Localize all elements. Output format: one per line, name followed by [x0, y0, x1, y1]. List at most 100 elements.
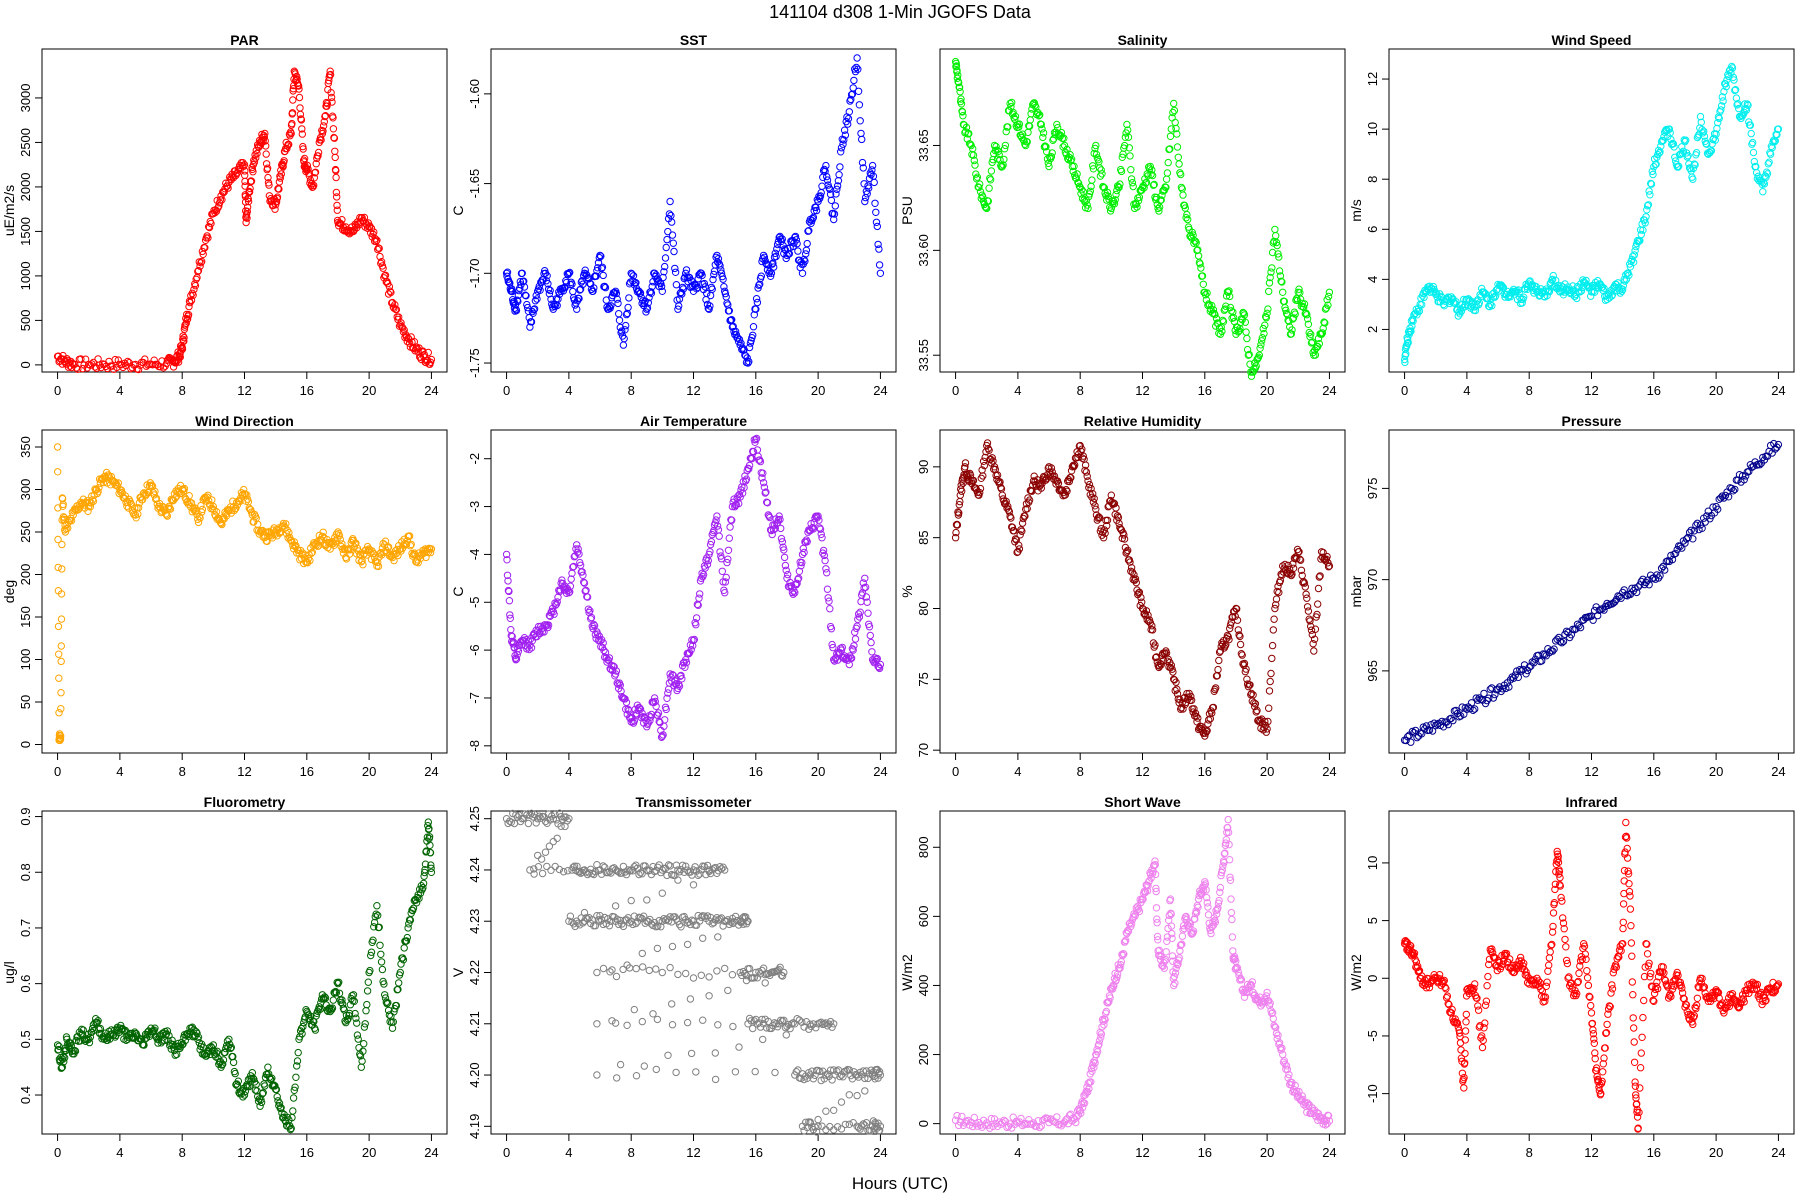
data-point-fill	[1773, 443, 1781, 451]
data-point-fill	[1489, 694, 1498, 702]
data-point-fill	[1039, 129, 1048, 137]
data-point-fill	[1678, 544, 1686, 552]
data-point-fill	[614, 299, 622, 308]
data-point-fill	[1277, 277, 1285, 285]
data-point-fill	[871, 199, 879, 208]
data-point-fill	[329, 114, 337, 122]
data-point-fill	[506, 611, 514, 619]
data-point-fill	[1295, 285, 1303, 293]
data-point-fill	[976, 488, 984, 497]
data-point-fill	[330, 134, 339, 142]
data-point-fill	[1083, 472, 1091, 480]
data-point-fill	[1242, 328, 1250, 336]
data-point-fill	[1718, 93, 1727, 101]
data-point-fill	[786, 578, 794, 587]
data-point-fill	[770, 526, 778, 534]
data-point-fill	[530, 305, 539, 313]
data-point-fill	[631, 705, 639, 714]
data-point-fill	[854, 610, 863, 618]
data-point-fill	[708, 285, 716, 293]
data-point-fill	[1219, 316, 1227, 325]
data-point-fill	[1301, 583, 1310, 591]
x-tick-label: 12	[237, 764, 251, 779]
data-point-fill	[856, 608, 864, 616]
data-point	[502, 550, 511, 559]
x-tick-label: 16	[1647, 764, 1661, 779]
data-point-fill	[1469, 706, 1477, 714]
data-point-fill	[833, 182, 842, 190]
data-point-fill	[1262, 728, 1271, 736]
data-point	[990, 141, 999, 150]
data-point-fill	[1018, 527, 1026, 535]
data-point-fill	[1307, 339, 1316, 347]
data-point-fill	[713, 522, 722, 530]
data-point-fill	[1742, 106, 1751, 114]
data-point-fill	[681, 663, 689, 671]
data-point-fill	[748, 454, 756, 463]
data-point-fill	[745, 357, 753, 366]
data-point	[1650, 163, 1658, 171]
data-point-fill	[1275, 588, 1283, 597]
data-point-fill	[363, 987, 372, 995]
data-point-fill	[1225, 635, 1233, 644]
data-point-fill	[636, 705, 645, 713]
data-point-fill	[1266, 677, 1274, 686]
x-tick-label: 8	[1526, 764, 1533, 779]
data-point-fill	[1656, 148, 1664, 156]
data-point-fill	[595, 253, 603, 262]
data-point-fill	[1576, 623, 1585, 632]
data-point-fill	[1077, 190, 1085, 198]
x-tick-label: 8	[1526, 383, 1533, 398]
y-tick-label: 100	[18, 649, 33, 671]
data-point-fill	[1723, 76, 1731, 84]
data-point-fill	[377, 950, 385, 958]
x-tick-label: 0	[54, 1145, 61, 1160]
data-point-fill	[1727, 69, 1735, 77]
data-point-fill	[56, 735, 65, 743]
data-point-fill	[196, 262, 204, 270]
data-point-fill	[545, 842, 554, 850]
data-point-fill	[620, 334, 628, 343]
data-point-fill	[1452, 298, 1460, 306]
data-point-fill	[405, 532, 414, 540]
data-point-fill	[666, 963, 674, 972]
data-point-fill	[1303, 594, 1311, 602]
data-point-fill	[1114, 513, 1123, 522]
data-point-fill	[1730, 76, 1738, 84]
data-point-fill	[1700, 127, 1708, 136]
data-point-fill	[963, 135, 971, 143]
data-point-fill	[1252, 708, 1260, 716]
data-point-fill	[1237, 650, 1246, 658]
data-point-fill	[976, 484, 985, 493]
data-point-fill	[650, 269, 658, 277]
data-point-fill	[850, 76, 858, 85]
data-point-fill	[1166, 132, 1175, 141]
data-point-fill	[1070, 162, 1078, 170]
data-point-fill	[672, 281, 681, 289]
data-point-fill	[1261, 717, 1269, 726]
data-point-fill	[329, 996, 337, 1004]
x-tick-label: 4	[565, 1145, 572, 1160]
y-tick-label: 50	[18, 695, 33, 709]
data-point-fill	[852, 63, 860, 72]
data-point-fill	[375, 244, 383, 253]
data-point-fill	[86, 503, 95, 511]
data-point-fill	[583, 273, 592, 282]
data-point-fill	[656, 279, 664, 287]
data-point	[1271, 225, 1279, 234]
data-point-fill	[85, 1038, 94, 1047]
y-tick-label: 3000	[18, 83, 33, 112]
data-point	[593, 1071, 601, 1079]
series-pressure	[1400, 440, 1783, 744]
data-point-fill	[1669, 140, 1678, 148]
data-point-fill	[1684, 152, 1692, 160]
data-point-fill	[1711, 136, 1720, 144]
y-tick-label: 80	[916, 601, 931, 615]
data-point-fill	[1293, 555, 1301, 563]
data-point-fill	[735, 1043, 743, 1051]
data-point-fill	[310, 174, 318, 182]
data-point-fill	[615, 684, 623, 693]
x-tick-label: 16	[749, 1145, 763, 1160]
data-point-fill	[377, 958, 386, 966]
data-point-fill	[759, 1035, 767, 1044]
